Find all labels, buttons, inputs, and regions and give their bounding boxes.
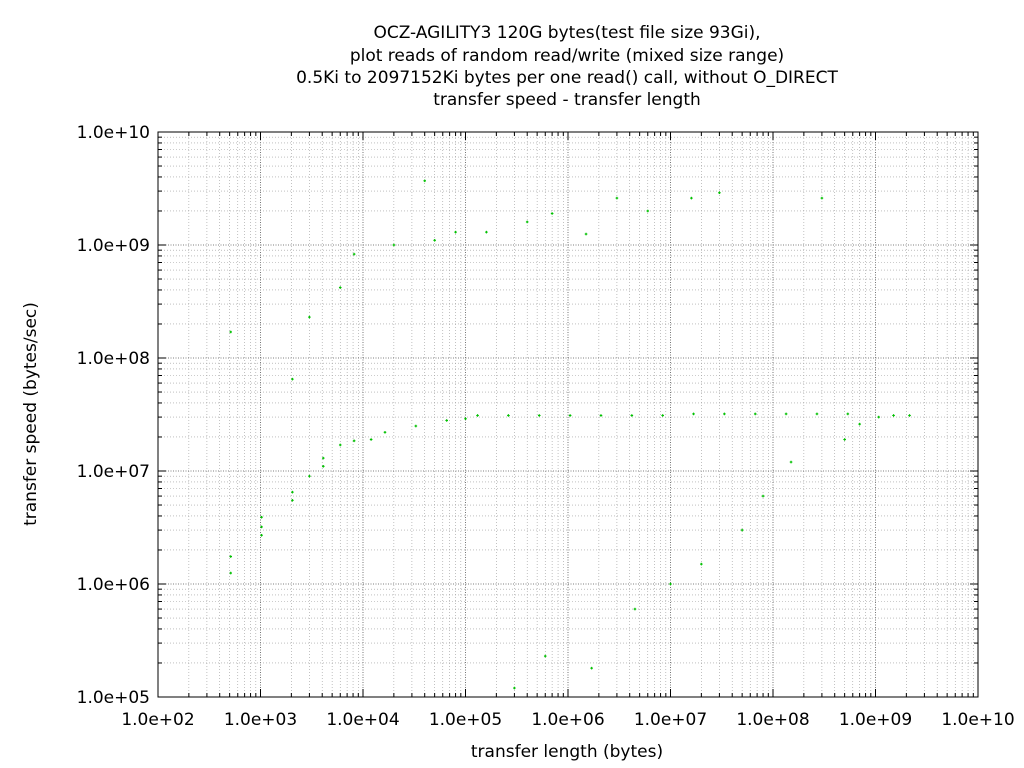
data-point: [753, 412, 757, 416]
data-point: [661, 414, 664, 417]
data-point: [321, 456, 325, 460]
data-point: [291, 377, 294, 381]
data-point: [308, 474, 311, 478]
data-point: [700, 562, 703, 566]
data-point: [369, 438, 373, 441]
data-point: [414, 424, 418, 428]
data-point: [392, 243, 396, 247]
y-tick-label: 1.0e+10: [77, 123, 150, 143]
data-point: [843, 438, 846, 441]
data-point: [740, 528, 744, 532]
data-point: [590, 666, 593, 670]
data-point: [229, 571, 233, 575]
y-axis-label: transfer speed (bytes/sec): [21, 302, 41, 526]
data-point: [260, 515, 263, 519]
data-point: [761, 494, 765, 498]
data-point: [383, 431, 387, 434]
data-point: [454, 230, 457, 234]
data-point: [615, 196, 619, 200]
data-point: [445, 419, 448, 422]
data-point: [550, 212, 554, 215]
y-tick-label: 1.0e+08: [77, 349, 150, 369]
x-axis-label: transfer length (bytes): [471, 742, 663, 762]
data-point: [690, 196, 693, 200]
y-tick-label: 1.0e+09: [77, 236, 150, 256]
data-point: [321, 465, 325, 468]
data-point: [476, 414, 479, 417]
data-point: [423, 179, 427, 183]
x-tick-label: 1.0e+03: [224, 710, 297, 730]
chart-title: OCZ-AGILITY3 120G bytes(test file size 9…: [296, 23, 838, 110]
title-line-3: 0.5Ki to 2097152Ki bytes per one read() …: [296, 68, 838, 88]
data-point: [908, 414, 911, 417]
data-point: [723, 412, 726, 416]
data-point: [352, 439, 356, 443]
x-tick-label: 1.0e+02: [121, 710, 194, 730]
data-point: [352, 252, 356, 256]
y-tick-label: 1.0e+06: [77, 575, 150, 595]
data-point: [646, 209, 650, 213]
data-point: [858, 422, 861, 426]
data-point: [485, 230, 488, 234]
y-tick-label: 1.0e+05: [77, 688, 150, 708]
title-line-4: transfer speed - transfer length: [433, 90, 701, 110]
data-point: [260, 525, 263, 529]
x-tick-label: 1.0e+06: [531, 710, 604, 730]
data-point: [584, 232, 588, 236]
x-tick-label: 1.0e+04: [326, 710, 399, 730]
data-point: [789, 460, 793, 464]
data-point: [599, 414, 603, 417]
y-axis-ticks: 1.0e+05 1.0e+06 1.0e+07 1.0e+08 1.0e+09 1.0e+…: [77, 123, 978, 708]
x-tick-label: 1.0e+07: [634, 710, 707, 730]
x-tick-label: 1.0e+09: [839, 710, 912, 730]
data-point: [260, 533, 263, 537]
data-point: [464, 417, 467, 421]
data-point: [525, 220, 529, 224]
data-points: [229, 179, 911, 690]
data-point: [718, 191, 721, 195]
data-point: [543, 654, 547, 658]
data-point: [877, 415, 880, 419]
data-point: [291, 490, 294, 494]
data-point: [784, 412, 788, 416]
title-line-1: OCZ-AGILITY3 120G bytes(test file size 9…: [373, 23, 760, 43]
data-point: [630, 414, 634, 417]
data-point: [507, 414, 510, 417]
data-point: [669, 582, 672, 586]
data-point: [820, 196, 824, 200]
y-tick-label: 1.0e+07: [77, 462, 150, 482]
data-point: [308, 315, 311, 319]
data-point: [338, 443, 342, 447]
data-point: [692, 412, 695, 416]
data-point: [229, 330, 233, 334]
data-point: [291, 499, 294, 502]
x-tick-label: 1.0e+10: [941, 710, 1014, 730]
x-tick-label: 1.0e+05: [429, 710, 502, 730]
data-point: [568, 414, 572, 417]
data-point: [433, 239, 436, 242]
x-tick-label: 1.0e+08: [736, 710, 809, 730]
data-point: [815, 412, 819, 416]
data-point: [633, 607, 637, 611]
grid-lines: [157, 131, 979, 698]
data-point: [513, 686, 516, 690]
x-axis-ticks: 1.0e+02 1.0e+03 1.0e+04 1.0e+05 1.0e+06 1.0e+…: [121, 132, 1015, 730]
data-point: [846, 412, 850, 416]
title-line-2: plot reads of random read/write (mixed s…: [350, 46, 784, 66]
data-point: [892, 414, 895, 417]
data-point: [338, 286, 342, 289]
data-point: [537, 414, 541, 417]
data-point: [229, 555, 233, 558]
